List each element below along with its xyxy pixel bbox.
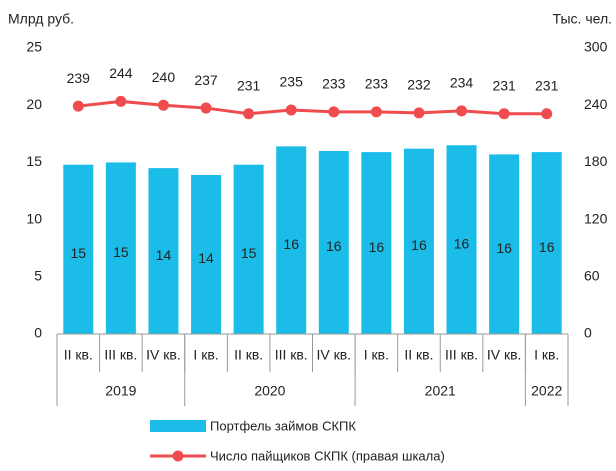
x-tick-label: III кв. xyxy=(104,347,137,363)
x-tick-label: I кв. xyxy=(534,347,559,363)
x-tick-label: III кв. xyxy=(275,347,308,363)
y-tick-label: 0 xyxy=(34,325,42,341)
y2-axis-label: Тыс. чел. xyxy=(553,11,612,27)
y-tick-label: 5 xyxy=(34,268,42,284)
y-tick-label: 20 xyxy=(26,96,42,112)
x-tick-label: III кв. xyxy=(445,347,478,363)
x-tick-label: IV кв. xyxy=(317,347,352,363)
bar-value-label: 14 xyxy=(156,247,172,263)
line-value-label: 231 xyxy=(535,77,559,93)
line-value-label: 233 xyxy=(365,76,389,92)
line-marker xyxy=(200,102,212,114)
line-marker xyxy=(456,105,468,117)
y-tick-label: 15 xyxy=(26,153,42,169)
bar xyxy=(148,168,179,334)
group-label: 2020 xyxy=(254,383,285,399)
x-tick-label: IV кв. xyxy=(146,347,181,363)
line-value-label: 244 xyxy=(109,65,133,81)
y2-tick-label: 240 xyxy=(584,96,608,112)
bar xyxy=(403,148,434,334)
line-value-label: 231 xyxy=(492,77,516,93)
y-tick-label: 25 xyxy=(26,39,42,55)
bar-value-label: 15 xyxy=(71,245,87,261)
line-marker xyxy=(72,100,84,112)
group-label: 2019 xyxy=(105,383,136,399)
bar-value-label: 16 xyxy=(369,239,385,255)
bar-value-label: 16 xyxy=(283,236,299,252)
line-marker xyxy=(157,99,169,111)
line-marker xyxy=(498,108,510,120)
bar xyxy=(105,162,136,334)
bar xyxy=(276,146,307,334)
bar xyxy=(63,164,94,334)
bar-value-label: 15 xyxy=(241,245,257,261)
line-marker xyxy=(115,95,127,107)
bar xyxy=(361,152,392,334)
x-tick-label: II кв. xyxy=(234,347,263,363)
group-label: 2022 xyxy=(531,383,562,399)
line-value-label: 233 xyxy=(322,76,346,92)
line-value-label: 237 xyxy=(194,72,218,88)
bar xyxy=(446,145,477,334)
bar-value-label: 16 xyxy=(496,240,512,256)
line xyxy=(78,99,547,116)
line-marker xyxy=(370,106,382,118)
y2-tick-label: 180 xyxy=(584,153,608,169)
line-marker xyxy=(285,104,297,116)
bar-value-label: 15 xyxy=(113,244,129,260)
line-value-label: 231 xyxy=(237,77,261,93)
bar xyxy=(233,164,264,334)
bar xyxy=(489,154,520,334)
bar-value-label: 16 xyxy=(326,238,342,254)
legend-swatch xyxy=(150,420,206,432)
line-value-label: 240 xyxy=(152,69,176,85)
group-label: 2021 xyxy=(425,383,456,399)
x-tick-label: II кв. xyxy=(404,347,433,363)
line-value-label: 232 xyxy=(407,77,431,93)
x-tick-label: IV кв. xyxy=(487,347,522,363)
x-tick-label: I кв. xyxy=(193,347,218,363)
bar-value-label: 14 xyxy=(198,250,214,266)
line-marker xyxy=(243,108,255,120)
line-value-label: 234 xyxy=(450,75,474,91)
line-value-label: 239 xyxy=(67,70,91,86)
legend-swatch xyxy=(172,450,184,462)
bar xyxy=(191,174,222,334)
bar-value-label: 16 xyxy=(454,235,470,251)
line-value-label: 235 xyxy=(280,74,304,90)
bar xyxy=(531,152,562,334)
bar xyxy=(318,150,349,334)
y-axis-label: Млрд руб. xyxy=(8,11,74,27)
x-tick-label: I кв. xyxy=(364,347,389,363)
legend-label: Портфель займов СКПК xyxy=(210,418,356,433)
legend-label: Число пайщиков СКПК (правая шкала) xyxy=(210,448,445,463)
line-marker xyxy=(541,108,553,120)
x-tick-label: II кв. xyxy=(64,347,93,363)
y2-tick-label: 300 xyxy=(584,39,608,55)
bar-value-label: 16 xyxy=(411,237,427,253)
bar-value-label: 16 xyxy=(539,239,555,255)
line-marker xyxy=(413,107,425,119)
y-tick-label: 10 xyxy=(26,210,42,226)
y2-tick-label: 60 xyxy=(584,268,600,284)
y2-tick-label: 120 xyxy=(584,210,608,226)
line-marker xyxy=(328,106,340,118)
y2-tick-label: 0 xyxy=(584,325,592,341)
